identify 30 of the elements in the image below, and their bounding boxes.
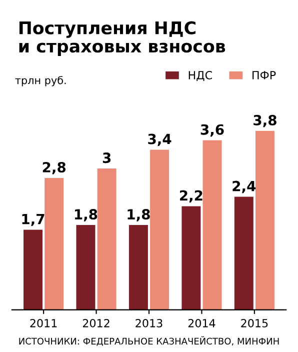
x-tick-label: 2014 xyxy=(188,318,216,328)
data-label: 1,7 xyxy=(22,214,44,226)
data-label: 3,6 xyxy=(200,124,224,137)
bar xyxy=(150,150,170,310)
text: ИСТОЧНИКИ: ФЕДЕРАЛЬНОЕ КАЗНАЧЕЙСТВО, МИНФИН xyxy=(19,336,279,346)
data-label: 2,2 xyxy=(180,190,202,202)
data-label: 1,8 xyxy=(128,209,150,222)
x-tick-label: 2011 xyxy=(30,318,57,328)
bar xyxy=(97,168,116,310)
data-label: 3 xyxy=(102,152,111,164)
legend-label: НДС xyxy=(188,70,212,81)
bar xyxy=(24,230,42,310)
y-axis-title: трлн руб. xyxy=(15,76,66,86)
data-label: 2,8 xyxy=(42,162,66,174)
data-label: 3,4 xyxy=(148,134,172,146)
x-tick-label: 2012 xyxy=(82,318,110,328)
bar xyxy=(44,178,64,310)
data-label: 2,4 xyxy=(232,180,256,194)
bar xyxy=(182,206,201,310)
data-label: 3,8 xyxy=(254,114,276,128)
bar xyxy=(128,225,148,310)
x-tick-label: 2013 xyxy=(136,318,162,328)
bar xyxy=(202,140,222,310)
data-label: 1,8 xyxy=(75,209,98,222)
bar xyxy=(76,225,96,310)
bar xyxy=(256,130,274,310)
legend-label: ПФР xyxy=(252,71,276,80)
chart-title: Поступления НДС и страховых взносов xyxy=(19,21,226,56)
x-tick-label: 2015 xyxy=(241,318,268,328)
bar xyxy=(234,196,254,310)
